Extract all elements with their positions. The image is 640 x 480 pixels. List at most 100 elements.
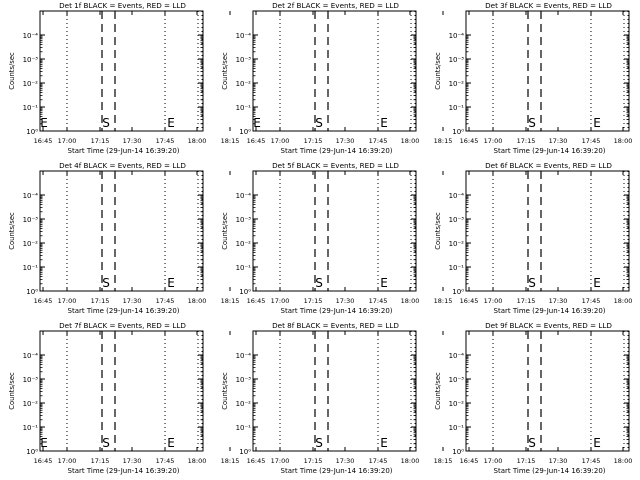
plot-frame: [39, 10, 204, 132]
event-marker: S: [528, 436, 536, 450]
x-tick-label: 17:00: [271, 297, 290, 305]
event-marker: E: [380, 436, 388, 450]
x-tick-label: 18:15: [434, 297, 453, 305]
chart-title: Det 2f BLACK = Events, RED = LLD: [272, 1, 399, 10]
chart-panel-7: Det 7f BLACK = Events, RED = LLD 16:45 17:…: [8, 321, 239, 475]
x-tick-label: 17:30: [123, 297, 142, 305]
x-tick-label: 18:00: [614, 457, 633, 465]
y-tick-label: 10⁻¹: [449, 104, 465, 112]
x-axis-label: Start Time (29-Jun-14 16:39:20): [494, 467, 606, 475]
y-tick-label: 10⁻³: [449, 216, 465, 224]
x-tick-label: 16:45: [34, 297, 53, 305]
event-marker: E: [380, 276, 388, 290]
y-tick-label: 10⁰: [452, 128, 464, 136]
plot-frame: [39, 330, 204, 452]
chart-panel-2: Det 2f BLACK = Events, RED = LLD 16:45 17:…: [221, 1, 452, 155]
x-axis-label: Start Time (29-Jun-14 16:39:20): [281, 467, 393, 475]
x-tick-label: 18:00: [401, 297, 420, 305]
x-tick-label: 17:15: [91, 297, 110, 305]
event-marker: E: [40, 116, 48, 130]
x-tick-label: 17:30: [123, 137, 142, 145]
y-tick-label: 10⁰: [26, 448, 38, 456]
event-marker: E: [167, 116, 175, 130]
y-tick-label: 10⁻²: [236, 80, 252, 88]
x-tick-label: 17:00: [484, 297, 503, 305]
chart-panel-1: Det 1f BLACK = Events, RED = LLD 16:45 17:…: [8, 1, 239, 155]
chart-title: Det 3f BLACK = Events, RED = LLD: [485, 1, 612, 10]
y-axis-label: Counts/sec: [8, 52, 16, 90]
y-tick-label: 10⁻⁴: [23, 32, 39, 40]
y-tick-label: 10⁻²: [449, 240, 465, 248]
y-tick-label: 10⁻³: [449, 56, 465, 64]
y-axis-label: Counts/sec: [434, 212, 442, 250]
event-marker: E: [167, 276, 175, 290]
y-tick-label: 10⁰: [26, 128, 38, 136]
y-tick-label: 10⁰: [452, 288, 464, 296]
event-marker: S: [528, 116, 536, 130]
x-tick-label: 18:00: [188, 297, 207, 305]
chart-panel-6: Det 6f BLACK = Events, RED = LLD 16:45 17:…: [434, 161, 632, 315]
x-tick-label: 17:45: [369, 297, 388, 305]
x-tick-label: 17:45: [582, 297, 601, 305]
chart-title: Det 4f BLACK = Events, RED = LLD: [59, 161, 186, 170]
x-tick-label: 17:30: [549, 137, 568, 145]
x-tick-label: 18:00: [188, 457, 207, 465]
x-tick-label: 17:45: [156, 297, 175, 305]
x-tick-label: 18:15: [221, 297, 240, 305]
y-tick-label: 10⁻³: [236, 376, 252, 384]
x-tick-label: 17:45: [156, 137, 175, 145]
y-tick-label: 10⁻³: [23, 56, 39, 64]
x-tick-label: 17:45: [582, 137, 601, 145]
x-axis-label: Start Time (29-Jun-14 16:39:20): [494, 307, 606, 315]
y-tick-label: 10⁻²: [236, 400, 252, 408]
y-tick-label: 10⁻⁴: [236, 352, 252, 360]
chart-title: Det 6f BLACK = Events, RED = LLD: [485, 161, 612, 170]
x-axis-label: Start Time (29-Jun-14 16:39:20): [68, 307, 180, 315]
y-axis-label: Counts/sec: [221, 372, 229, 410]
chart-panel-8: Det 8f BLACK = Events, RED = LLD 16:45 17:…: [221, 321, 452, 475]
plot-frame: [252, 330, 417, 452]
x-tick-label: 16:45: [34, 457, 53, 465]
event-marker: S: [102, 116, 110, 130]
x-tick-label: 17:00: [271, 137, 290, 145]
y-tick-label: 10⁻⁴: [23, 192, 39, 200]
y-tick-label: 10⁻⁴: [449, 352, 465, 360]
y-axis-label: Counts/sec: [8, 212, 16, 250]
x-tick-label: 16:45: [247, 137, 266, 145]
x-tick-label: 17:30: [549, 297, 568, 305]
y-tick-label: 10⁻²: [449, 400, 465, 408]
plot-frame: [252, 170, 417, 292]
y-tick-label: 10⁻²: [23, 80, 39, 88]
y-tick-label: 10⁻³: [236, 56, 252, 64]
x-tick-label: 18:15: [221, 137, 240, 145]
x-tick-label: 17:45: [582, 457, 601, 465]
y-tick-label: 10⁻⁴: [236, 192, 252, 200]
event-marker: E: [593, 276, 601, 290]
x-tick-label: 17:30: [549, 457, 568, 465]
event-marker: E: [380, 116, 388, 130]
y-tick-label: 10⁻³: [23, 216, 39, 224]
chart-title: Det 1f BLACK = Events, RED = LLD: [59, 1, 186, 10]
y-tick-label: 10⁻⁴: [236, 32, 252, 40]
x-tick-label: 17:15: [517, 297, 536, 305]
y-tick-label: 10⁻²: [23, 240, 39, 248]
y-tick-label: 10⁻⁴: [449, 32, 465, 40]
x-tick-label: 17:15: [91, 137, 110, 145]
x-tick-label: 17:15: [517, 457, 536, 465]
event-marker: E: [40, 436, 48, 450]
chart-panel-9: Det 9f BLACK = Events, RED = LLD 16:45 17:…: [434, 321, 633, 475]
y-tick-label: 10⁻¹: [236, 104, 252, 112]
x-tick-label: 18:00: [614, 137, 633, 145]
x-tick-label: 18:00: [401, 457, 420, 465]
chart-title: Det 9f BLACK = Events, RED = LLD: [485, 321, 612, 330]
y-tick-label: 10⁰: [239, 448, 251, 456]
y-tick-label: 10⁻²: [449, 80, 465, 88]
x-tick-label: 16:45: [460, 137, 479, 145]
y-tick-label: 10⁻¹: [23, 264, 39, 272]
x-tick-label: 16:45: [247, 297, 266, 305]
x-tick-label: 17:45: [369, 457, 388, 465]
x-tick-label: 17:30: [336, 297, 355, 305]
y-axis-label: Counts/sec: [221, 52, 229, 90]
chart-panel-5: Det 5f BLACK = Events, RED = LLD 16:45 17:…: [221, 161, 452, 315]
y-tick-label: 10⁻⁴: [449, 192, 465, 200]
